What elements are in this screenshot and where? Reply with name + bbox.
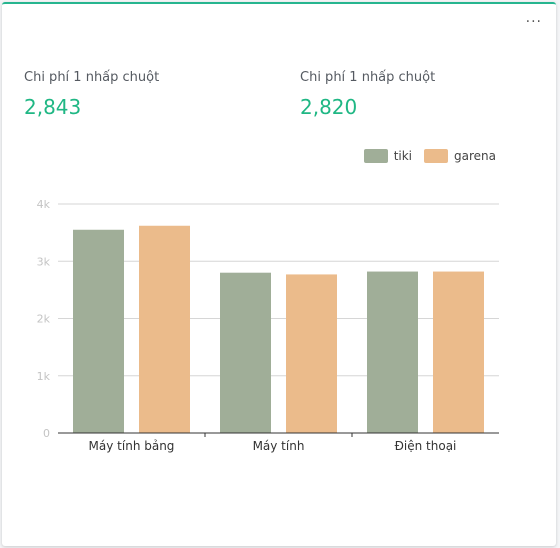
- bar-tiki: [220, 272, 271, 433]
- metric-value: 2,843: [24, 95, 82, 119]
- bar-garena: [433, 271, 484, 433]
- legend-item-tiki[interactable]: tiki: [363, 149, 413, 163]
- legend-item-garena[interactable]: garena: [424, 149, 496, 163]
- x-tick-label: Máy tính: [253, 439, 305, 453]
- bar-chart: 0 1k 2k 3k 4k Máy tính bảng Máy tính Điện thoại: [37, 198, 499, 453]
- legend-swatch-garena: [424, 149, 449, 163]
- y-tick-label: 2k: [37, 313, 51, 326]
- y-tick-label: 0: [43, 427, 50, 440]
- metric-label: Chi phí 1 nhấp chuột: [24, 70, 160, 85]
- bar-garena: [139, 225, 190, 433]
- y-tick-label: 1k: [37, 370, 51, 383]
- legend-swatch-tiki: [363, 149, 388, 163]
- metric-cpc-1: Chi phí 1 nhấp chuột 2,843: [24, 70, 159, 119]
- bar-garena: [286, 274, 337, 433]
- legend-label-tiki: tiki: [393, 149, 413, 163]
- legend-label-garena: garena: [454, 149, 496, 163]
- x-tick-label: Máy tính bảng: [89, 439, 175, 453]
- y-tick-label: 4k: [37, 198, 51, 211]
- metric-label: Chi phí 1 nhấp chuột: [300, 70, 436, 85]
- bar-tiki: [367, 271, 418, 433]
- bar-tiki: [73, 229, 124, 433]
- metric-value: 2,820: [300, 95, 358, 119]
- y-tick-label: 3k: [37, 255, 51, 268]
- more-options-icon[interactable]: ···: [525, 14, 542, 30]
- x-tick-label: Điện thoại: [395, 439, 457, 453]
- chart-legend: tiki garena: [363, 149, 496, 163]
- metric-cpc-2: Chi phí 1 nhấp chuột 2,820: [300, 70, 435, 119]
